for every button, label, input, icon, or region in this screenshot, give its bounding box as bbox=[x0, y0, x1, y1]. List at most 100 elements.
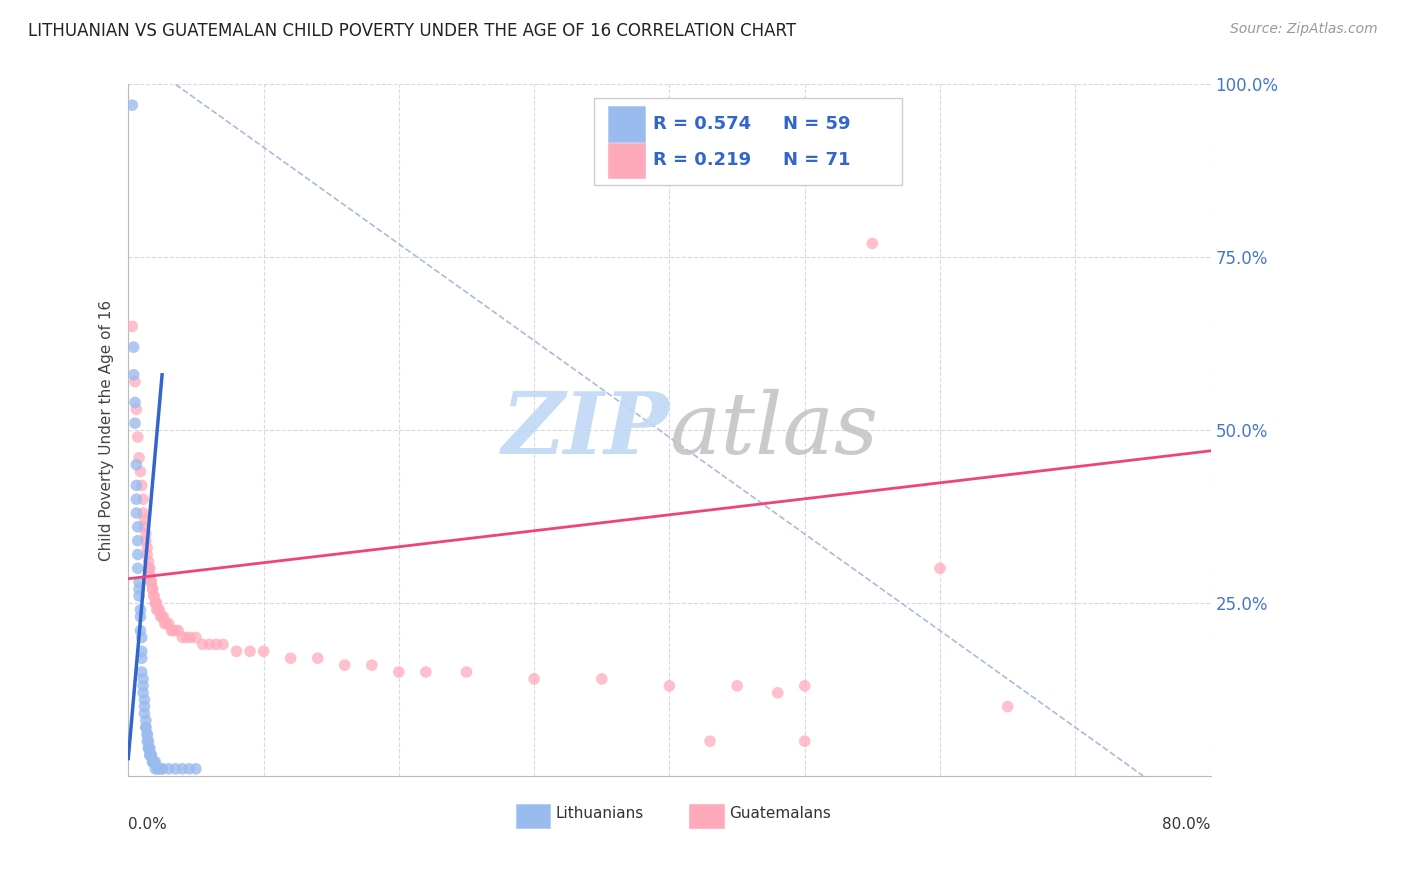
Point bbox=[167, 624, 190, 638]
Point bbox=[125, 458, 148, 472]
Point bbox=[139, 561, 162, 575]
Point bbox=[179, 762, 201, 776]
FancyBboxPatch shape bbox=[607, 143, 644, 178]
Point bbox=[160, 624, 183, 638]
Point bbox=[132, 506, 155, 520]
Point bbox=[142, 589, 165, 603]
Point bbox=[131, 631, 153, 645]
Y-axis label: Child Poverty Under the Age of 16: Child Poverty Under the Age of 16 bbox=[100, 300, 114, 561]
Point bbox=[127, 430, 149, 444]
Text: Guatemalans: Guatemalans bbox=[728, 806, 831, 822]
Point bbox=[415, 665, 437, 679]
Text: Source: ZipAtlas.com: Source: ZipAtlas.com bbox=[1230, 22, 1378, 37]
Point bbox=[145, 603, 167, 617]
Point bbox=[155, 616, 177, 631]
Point bbox=[135, 526, 157, 541]
Point bbox=[142, 755, 165, 769]
Point bbox=[129, 603, 152, 617]
Point bbox=[139, 741, 162, 756]
Point bbox=[172, 631, 194, 645]
Point bbox=[132, 672, 155, 686]
Point bbox=[184, 631, 207, 645]
Point bbox=[124, 416, 146, 430]
Point bbox=[136, 541, 159, 555]
Point bbox=[138, 561, 160, 575]
Point bbox=[124, 395, 146, 409]
Point bbox=[184, 762, 207, 776]
Point bbox=[138, 741, 160, 756]
Point bbox=[135, 720, 157, 734]
Point bbox=[131, 651, 153, 665]
FancyBboxPatch shape bbox=[689, 804, 724, 828]
Point bbox=[125, 492, 148, 507]
Point bbox=[179, 631, 201, 645]
Point bbox=[142, 755, 165, 769]
Text: 0.0%: 0.0% bbox=[128, 817, 167, 832]
Point bbox=[152, 609, 174, 624]
Point bbox=[146, 603, 169, 617]
Point bbox=[139, 747, 162, 762]
Text: R = 0.219: R = 0.219 bbox=[654, 152, 751, 169]
Point bbox=[388, 665, 411, 679]
Point bbox=[212, 637, 235, 651]
Point bbox=[141, 747, 163, 762]
Text: LITHUANIAN VS GUATEMALAN CHILD POVERTY UNDER THE AGE OF 16 CORRELATION CHART: LITHUANIAN VS GUATEMALAN CHILD POVERTY U… bbox=[28, 22, 796, 40]
Point bbox=[125, 506, 148, 520]
Point bbox=[139, 747, 162, 762]
Point bbox=[929, 561, 952, 575]
Point bbox=[136, 548, 159, 562]
Point bbox=[141, 575, 163, 590]
Point bbox=[128, 589, 150, 603]
Point bbox=[165, 624, 187, 638]
Point bbox=[142, 589, 165, 603]
Point bbox=[122, 368, 145, 382]
Point bbox=[333, 658, 356, 673]
Point bbox=[456, 665, 478, 679]
Point bbox=[127, 520, 149, 534]
Text: N = 59: N = 59 bbox=[783, 115, 851, 133]
Point bbox=[145, 596, 167, 610]
Point bbox=[142, 755, 165, 769]
Point bbox=[135, 720, 157, 734]
Point bbox=[138, 554, 160, 568]
Point bbox=[523, 672, 546, 686]
Point bbox=[793, 679, 815, 693]
Point bbox=[205, 637, 228, 651]
Point bbox=[128, 450, 150, 465]
Text: 80.0%: 80.0% bbox=[1163, 817, 1211, 832]
Point bbox=[129, 465, 152, 479]
Point bbox=[793, 734, 815, 748]
Point bbox=[131, 478, 153, 492]
Point bbox=[135, 533, 157, 548]
Point bbox=[153, 616, 176, 631]
Point bbox=[280, 651, 302, 665]
Point bbox=[157, 616, 180, 631]
Point bbox=[699, 734, 721, 748]
Point bbox=[252, 644, 274, 658]
Point bbox=[591, 672, 613, 686]
Point bbox=[122, 340, 145, 354]
Point bbox=[176, 631, 198, 645]
Point bbox=[134, 692, 156, 706]
Point bbox=[136, 734, 159, 748]
Point bbox=[146, 762, 169, 776]
FancyBboxPatch shape bbox=[607, 106, 644, 142]
Point bbox=[129, 609, 152, 624]
Point bbox=[132, 679, 155, 693]
Text: R = 0.574: R = 0.574 bbox=[654, 115, 751, 133]
Point bbox=[150, 762, 173, 776]
Point bbox=[142, 582, 165, 596]
Point bbox=[150, 609, 173, 624]
Point bbox=[127, 548, 149, 562]
Point bbox=[143, 762, 166, 776]
Text: atlas: atlas bbox=[669, 389, 879, 472]
Point bbox=[134, 699, 156, 714]
Point bbox=[127, 561, 149, 575]
FancyBboxPatch shape bbox=[516, 804, 550, 828]
Point bbox=[134, 520, 156, 534]
Point bbox=[134, 706, 156, 721]
Point bbox=[125, 402, 148, 417]
Point bbox=[125, 478, 148, 492]
FancyBboxPatch shape bbox=[593, 98, 903, 185]
Point bbox=[198, 637, 221, 651]
